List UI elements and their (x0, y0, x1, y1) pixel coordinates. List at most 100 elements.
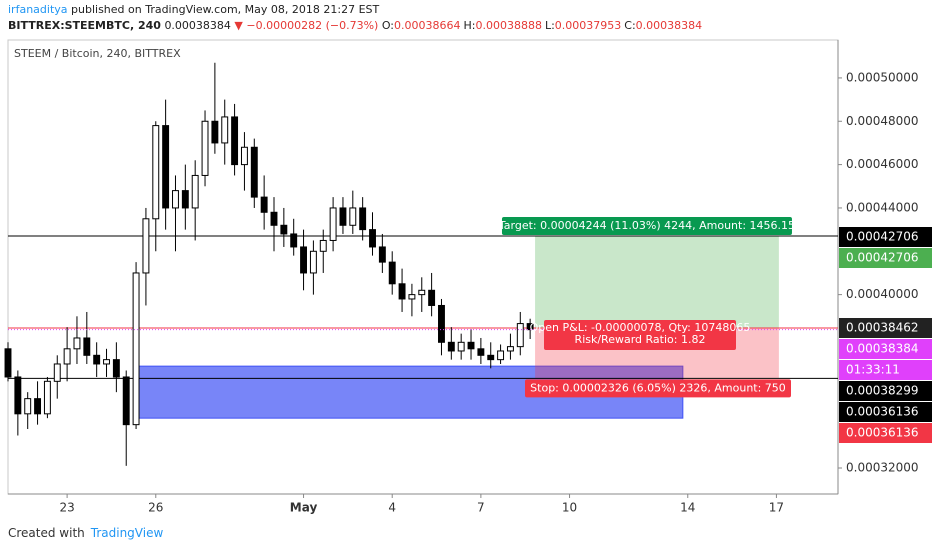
axis-badge (839, 360, 932, 380)
candle-body (4, 348, 12, 378)
candle-body (457, 341, 465, 352)
axis-badge-label: 0.00038299 (846, 384, 919, 398)
axis-badge-label: 0.00042706 (846, 251, 919, 265)
candle-body (467, 341, 475, 350)
footer: Created with TradingView (8, 526, 163, 540)
candle-body (270, 211, 278, 226)
candle-body (477, 348, 485, 356)
ohlc-value: 0.00038888 (475, 19, 542, 32)
candle-body (43, 380, 51, 415)
published: published on TradingView.com, May 08, 20… (71, 3, 380, 16)
chart: STEEM / Bitcoin, 240, BITTREX 0.00032000… (4, 39, 932, 515)
axis-badge (839, 402, 932, 422)
change: ▼ −0.00000282 (−0.73%) (234, 19, 379, 32)
candle-body (516, 323, 524, 348)
x-tick-label: 10 (562, 501, 577, 515)
x-tick-label: 23 (59, 501, 74, 515)
target-zone (535, 235, 779, 328)
candle-body (191, 174, 199, 209)
label-box (501, 216, 792, 235)
candle-body (63, 348, 71, 365)
axis-badge-label: 0.00038462 (846, 321, 919, 335)
label-box (544, 319, 736, 350)
label-text: Target: 0.00004244 (11.03%) 4244, Amount… (498, 219, 795, 232)
candle-body (349, 207, 357, 226)
candle-body (73, 337, 81, 350)
candle-body (290, 233, 298, 248)
candle-body (339, 207, 347, 226)
candle-body (172, 190, 179, 209)
axis-badge (839, 339, 932, 359)
ohlc: O:0.00038664 H:0.00038888 L:0.00037953 C:0.… (382, 19, 705, 32)
ohlc-value: 0.00037953 (554, 19, 622, 32)
y-tick-label: 0.00046000 (846, 157, 919, 171)
candle-body (319, 239, 327, 252)
x-tick-label: 4 (388, 501, 396, 515)
axis-badge-label: 0.00036136 (846, 405, 919, 419)
candle-body (388, 261, 396, 285)
candle-body (250, 146, 258, 198)
candle-body (438, 304, 445, 343)
ohlc-value: 0.00038664 (394, 19, 461, 32)
y-tick-label: 0.00050000 (846, 70, 919, 84)
x-tick-label: 7 (477, 501, 485, 515)
ohlc-key: H: (463, 19, 476, 32)
x-tick-label: 26 (148, 501, 163, 515)
axis-badge-label: 0.00036136 (846, 426, 919, 440)
label-box (525, 379, 791, 398)
candle-body (152, 125, 160, 220)
last-price: 0.00038384 (164, 19, 231, 32)
candle-body (378, 246, 386, 263)
header: irfanaditya published on TradingView.com… (8, 2, 705, 34)
candle-body (53, 363, 61, 382)
ohlc-value: 0.00038384 (635, 19, 703, 32)
candle-body (260, 196, 268, 213)
candle-body (162, 125, 170, 209)
candle-body (231, 116, 239, 166)
axis-badge-label: 01:33:11 (846, 363, 900, 377)
candle-body (240, 146, 248, 166)
candle-body (122, 376, 130, 426)
candle-body (418, 289, 426, 296)
candle-body (359, 207, 367, 231)
candle-body (211, 120, 219, 144)
candle-body (497, 350, 505, 361)
y-tick-label: 0.00032000 (846, 460, 919, 474)
candle-body (24, 398, 32, 415)
candle-body (506, 346, 514, 352)
created: Created with (8, 526, 85, 540)
x-tick-label: 14 (680, 501, 695, 515)
ohlc-key: L: (544, 19, 555, 32)
candle-body (408, 294, 416, 300)
candle-body (14, 376, 22, 415)
label-text: Risk/Reward Ratio: 1.82 (575, 333, 706, 346)
axis-badge (839, 381, 932, 401)
candle-body (398, 283, 406, 300)
candle-body (103, 359, 110, 365)
label-text: Stop: 0.00002326 (6.05%) 2326, Amount: 7… (530, 381, 786, 394)
axis-badge (839, 248, 932, 268)
candle-body (447, 341, 455, 352)
candle-body (34, 398, 42, 415)
symbol: BITTREX:STEEMBTC, 240 (8, 19, 161, 32)
candle-body (83, 337, 91, 356)
x-tick-label: 17 (769, 501, 784, 515)
ohlc-key: C: (624, 19, 636, 32)
candle-body (221, 116, 229, 144)
axis-badge (839, 423, 932, 443)
chart-title: STEEM / Bitcoin, 240, BITTREX (14, 47, 181, 60)
candle-body (201, 120, 209, 176)
candle-body (112, 359, 120, 378)
axis-badge (839, 227, 932, 247)
ohlc-key: O: (381, 19, 394, 32)
candle-body (181, 190, 189, 209)
label-text: Open P&L: -0.00000078, Qty: 10748065 (530, 321, 751, 334)
author[interactable]: irfanaditya (8, 3, 68, 16)
candle-body (280, 224, 288, 235)
candle-body (309, 250, 317, 274)
candle-body (428, 289, 436, 306)
axis-badge-label: 0.00042706 (846, 230, 919, 244)
candle-body (487, 354, 495, 361)
brand[interactable]: TradingView (90, 526, 164, 540)
